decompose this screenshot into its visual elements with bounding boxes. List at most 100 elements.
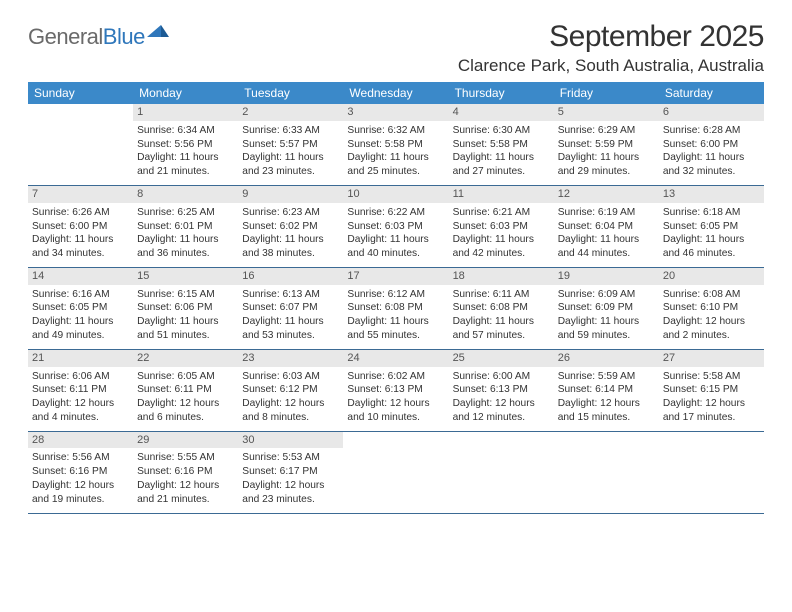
- day-cell: 12Sunrise: 6:19 AMSunset: 6:04 PMDayligh…: [554, 186, 659, 267]
- day-cell: 6Sunrise: 6:28 AMSunset: 6:00 PMDaylight…: [659, 104, 764, 185]
- day-sunrise: Sunrise: 6:29 AM: [558, 124, 655, 138]
- calendar-grid: Sunday Monday Tuesday Wednesday Thursday…: [28, 82, 764, 514]
- day-number: 3: [343, 104, 448, 121]
- day-sunset: Sunset: 5:58 PM: [453, 138, 550, 152]
- day-sunset: Sunset: 6:04 PM: [558, 220, 655, 234]
- day-sunset: Sunset: 6:11 PM: [32, 383, 129, 397]
- day-daylight2: and 36 minutes.: [137, 247, 234, 261]
- month-title: September 2025: [458, 20, 764, 54]
- day-cell: 15Sunrise: 6:15 AMSunset: 6:06 PMDayligh…: [133, 268, 238, 349]
- day-sunrise: Sunrise: 6:16 AM: [32, 288, 129, 302]
- day-daylight2: and 38 minutes.: [242, 247, 339, 261]
- day-number: 24: [343, 350, 448, 367]
- day-cell: 16Sunrise: 6:13 AMSunset: 6:07 PMDayligh…: [238, 268, 343, 349]
- day-number: 12: [554, 186, 659, 203]
- day-daylight1: Daylight: 11 hours: [137, 315, 234, 329]
- day-daylight2: and 34 minutes.: [32, 247, 129, 261]
- day-cell: 21Sunrise: 6:06 AMSunset: 6:11 PMDayligh…: [28, 350, 133, 431]
- week-row: 28Sunrise: 5:56 AMSunset: 6:16 PMDayligh…: [28, 432, 764, 514]
- day-number: 10: [343, 186, 448, 203]
- day-sunrise: Sunrise: 6:30 AM: [453, 124, 550, 138]
- day-daylight2: and 19 minutes.: [32, 493, 129, 507]
- day-cell: 26Sunrise: 5:59 AMSunset: 6:14 PMDayligh…: [554, 350, 659, 431]
- day-number: 4: [449, 104, 554, 121]
- day-sunset: Sunset: 6:15 PM: [663, 383, 760, 397]
- day-cell: 27Sunrise: 5:58 AMSunset: 6:15 PMDayligh…: [659, 350, 764, 431]
- day-cell: 3 Sunrise: 6:32 AMSunset: 5:58 PMDaylight…: [343, 104, 448, 185]
- day-number: 6: [659, 104, 764, 121]
- day-cell: 18Sunrise: 6:11 AMSunset: 6:08 PMDayligh…: [449, 268, 554, 349]
- day-daylight2: and 51 minutes.: [137, 329, 234, 343]
- day-sunrise: Sunrise: 6:03 AM: [242, 370, 339, 384]
- day-cell: 13Sunrise: 6:18 AMSunset: 6:05 PMDayligh…: [659, 186, 764, 267]
- day-daylight1: Daylight: 12 hours: [242, 397, 339, 411]
- weekday-header: Wednesday: [343, 82, 448, 104]
- day-sunrise: Sunrise: 6:08 AM: [663, 288, 760, 302]
- day-sunrise: Sunrise: 6:18 AM: [663, 206, 760, 220]
- day-cell: 17Sunrise: 6:12 AMSunset: 6:08 PMDayligh…: [343, 268, 448, 349]
- day-daylight1: Daylight: 11 hours: [347, 233, 444, 247]
- day-daylight1: Daylight: 12 hours: [242, 479, 339, 493]
- weeks-container: 1Sunrise: 6:34 AMSunset: 5:56 PMDaylight…: [28, 104, 764, 514]
- day-sunset: Sunset: 5:58 PM: [347, 138, 444, 152]
- day-daylight1: Daylight: 12 hours: [453, 397, 550, 411]
- day-daylight1: Daylight: 11 hours: [558, 233, 655, 247]
- day-sunset: Sunset: 6:17 PM: [242, 465, 339, 479]
- day-daylight2: and 21 minutes.: [137, 493, 234, 507]
- day-sunrise: Sunrise: 6:23 AM: [242, 206, 339, 220]
- day-sunrise: Sunrise: 6:34 AM: [137, 124, 234, 138]
- day-number: 27: [659, 350, 764, 367]
- day-cell: 8Sunrise: 6:25 AMSunset: 6:01 PMDaylight…: [133, 186, 238, 267]
- day-sunset: Sunset: 6:05 PM: [663, 220, 760, 234]
- day-sunrise: Sunrise: 6:32 AM: [347, 124, 444, 138]
- day-sunrise: Sunrise: 6:00 AM: [453, 370, 550, 384]
- day-daylight1: Daylight: 11 hours: [453, 233, 550, 247]
- day-number: 5: [554, 104, 659, 121]
- day-sunrise: Sunrise: 6:25 AM: [137, 206, 234, 220]
- day-sunrise: Sunrise: 5:53 AM: [242, 451, 339, 465]
- day-cell: 10Sunrise: 6:22 AMSunset: 6:03 PMDayligh…: [343, 186, 448, 267]
- day-daylight2: and 55 minutes.: [347, 329, 444, 343]
- day-cell: [554, 432, 659, 513]
- day-number: 22: [133, 350, 238, 367]
- day-number: 7: [28, 186, 133, 203]
- day-sunrise: Sunrise: 6:05 AM: [137, 370, 234, 384]
- day-daylight2: and 15 minutes.: [558, 411, 655, 425]
- day-daylight1: Daylight: 12 hours: [32, 479, 129, 493]
- day-daylight1: Daylight: 11 hours: [453, 151, 550, 165]
- day-cell: [659, 432, 764, 513]
- day-sunset: Sunset: 6:16 PM: [32, 465, 129, 479]
- week-row: 21Sunrise: 6:06 AMSunset: 6:11 PMDayligh…: [28, 350, 764, 432]
- day-daylight2: and 32 minutes.: [663, 165, 760, 179]
- day-daylight1: Daylight: 11 hours: [347, 151, 444, 165]
- day-daylight1: Daylight: 11 hours: [558, 151, 655, 165]
- day-daylight1: Daylight: 11 hours: [558, 315, 655, 329]
- day-sunset: Sunset: 6:08 PM: [453, 301, 550, 315]
- day-cell: [449, 432, 554, 513]
- day-sunset: Sunset: 5:59 PM: [558, 138, 655, 152]
- day-cell: 20Sunrise: 6:08 AMSunset: 6:10 PMDayligh…: [659, 268, 764, 349]
- logo-text-gray: General: [28, 24, 103, 50]
- day-sunrise: Sunrise: 6:33 AM: [242, 124, 339, 138]
- day-daylight2: and 8 minutes.: [242, 411, 339, 425]
- day-cell: 28Sunrise: 5:56 AMSunset: 6:16 PMDayligh…: [28, 432, 133, 513]
- day-number: 13: [659, 186, 764, 203]
- day-sunset: Sunset: 5:56 PM: [137, 138, 234, 152]
- day-daylight2: and 27 minutes.: [453, 165, 550, 179]
- day-sunrise: Sunrise: 6:13 AM: [242, 288, 339, 302]
- day-daylight2: and 49 minutes.: [32, 329, 129, 343]
- day-daylight1: Daylight: 11 hours: [453, 315, 550, 329]
- day-daylight1: Daylight: 11 hours: [32, 233, 129, 247]
- week-row: 7Sunrise: 6:26 AMSunset: 6:00 PMDaylight…: [28, 186, 764, 268]
- day-number: 20: [659, 268, 764, 285]
- day-sunset: Sunset: 6:01 PM: [137, 220, 234, 234]
- day-sunrise: Sunrise: 5:56 AM: [32, 451, 129, 465]
- day-number: 29: [133, 432, 238, 449]
- day-daylight1: Daylight: 12 hours: [558, 397, 655, 411]
- day-sunset: Sunset: 5:57 PM: [242, 138, 339, 152]
- day-daylight2: and 46 minutes.: [663, 247, 760, 261]
- day-cell: 14Sunrise: 6:16 AMSunset: 6:05 PMDayligh…: [28, 268, 133, 349]
- week-row: 1Sunrise: 6:34 AMSunset: 5:56 PMDaylight…: [28, 104, 764, 186]
- day-daylight1: Daylight: 11 hours: [32, 315, 129, 329]
- day-sunset: Sunset: 6:13 PM: [347, 383, 444, 397]
